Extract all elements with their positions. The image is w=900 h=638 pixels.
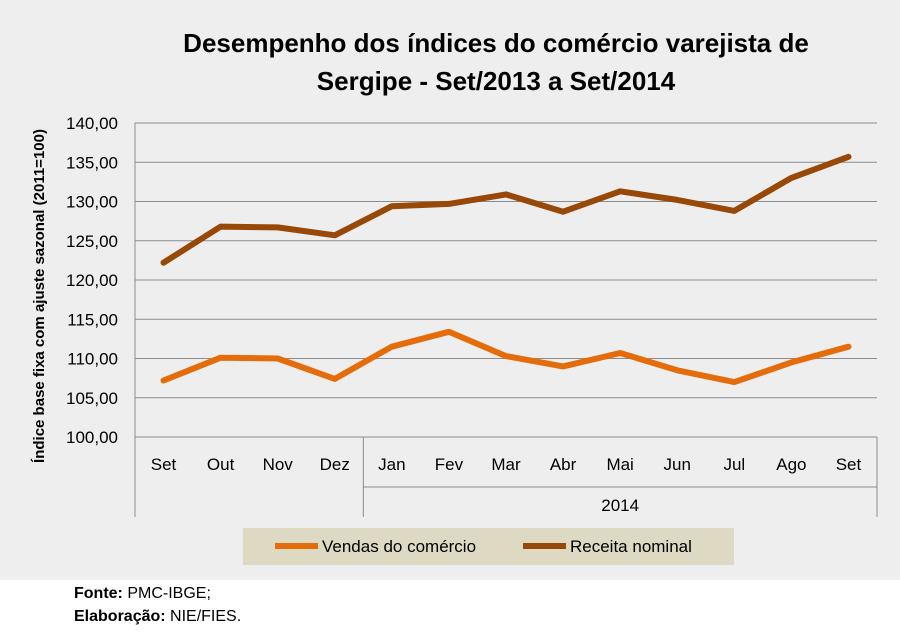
- source-label: Fonte:: [74, 585, 123, 602]
- elaboration-value: NIE/FIES.: [165, 608, 242, 625]
- chart-title-line2: Sergipe - Set/2013 a Set/2014: [317, 66, 676, 96]
- x-tick-label: Mai: [606, 455, 633, 474]
- chart-area: Desempenho dos índices do comércio varej…: [0, 0, 900, 580]
- y-tick-label: 140,00: [66, 114, 118, 133]
- line-chart: Desempenho dos índices do comércio varej…: [31, 28, 878, 565]
- x-tick-label: Jul: [723, 455, 745, 474]
- y-tick-label: 125,00: [66, 232, 118, 251]
- year-group-label: 2014: [601, 496, 639, 515]
- x-tick-label: Out: [207, 455, 235, 474]
- legend-entry: Receita nominal: [570, 537, 692, 556]
- x-tick-label: Set: [836, 455, 862, 474]
- series-line: [160, 328, 852, 386]
- x-tick-label: Nov: [263, 455, 294, 474]
- series-line: [160, 153, 852, 266]
- x-tick-label: Fev: [435, 455, 464, 474]
- y-tick-label: 100,00: [66, 428, 118, 447]
- x-tick-label: Abr: [550, 455, 577, 474]
- y-tick-label: 110,00: [67, 350, 118, 369]
- y-tick-label: 130,00: [66, 193, 118, 212]
- legend-entry: Vendas do comércio: [322, 537, 476, 556]
- x-tick-label: Jan: [378, 455, 405, 474]
- x-tick-label: Ago: [776, 455, 806, 474]
- x-tick-label: Dez: [320, 455, 350, 474]
- source-value: PMC-IBGE;: [122, 585, 211, 602]
- x-tick-label: Mar: [491, 455, 521, 474]
- source-note: Fonte: PMC-IBGE; Elaboração: NIE/FIES.: [74, 582, 241, 628]
- y-tick-label: 105,00: [66, 389, 118, 408]
- legend-box: [243, 528, 734, 565]
- chart-title-line1: Desempenho dos índices do comércio varej…: [183, 28, 809, 58]
- elaboration-label: Elaboração:: [74, 608, 166, 625]
- y-axis-label: Índice base fixa com ajuste sazonal (201…: [31, 129, 48, 463]
- y-tick-label: 115,00: [67, 310, 118, 329]
- y-tick-label: 135,00: [66, 153, 118, 172]
- x-tick-label: Set: [151, 455, 177, 474]
- y-tick-label: 120,00: [66, 271, 118, 290]
- x-tick-label: Jun: [664, 455, 691, 474]
